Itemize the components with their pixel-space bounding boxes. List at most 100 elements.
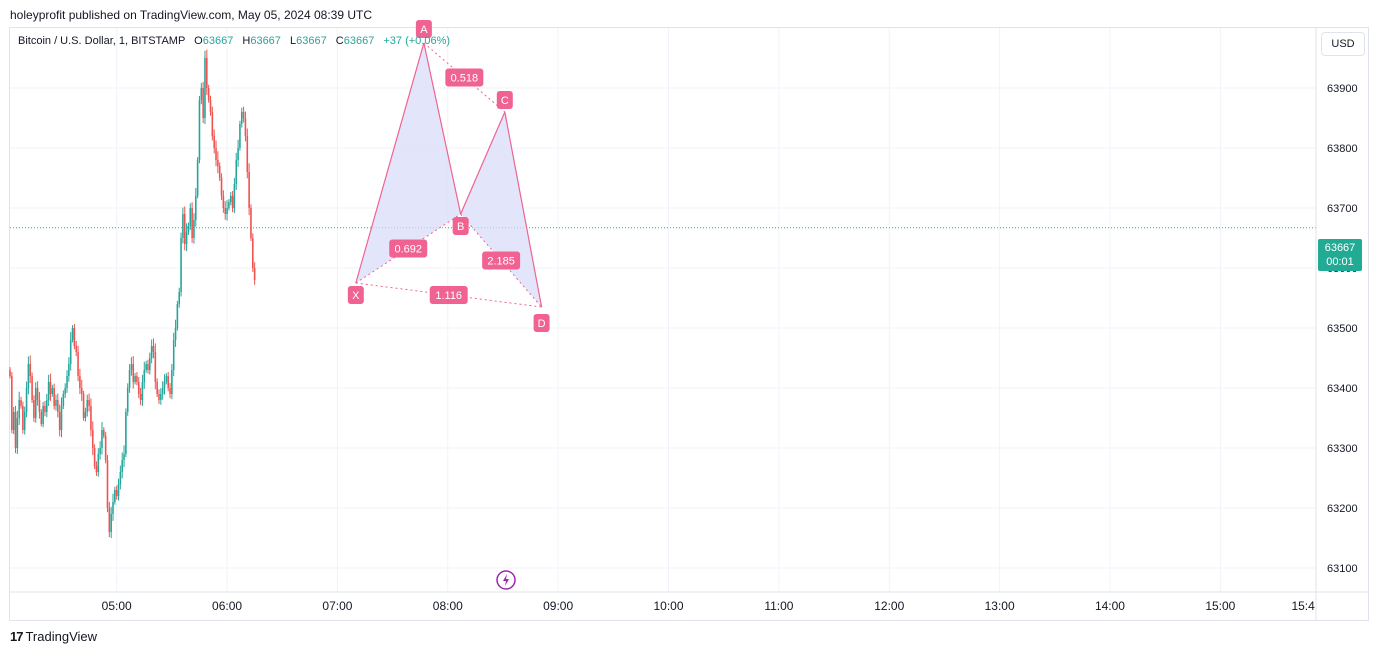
candle-body	[160, 394, 162, 400]
candle-body	[106, 460, 109, 508]
candle-body	[248, 172, 250, 208]
candle-body	[237, 148, 239, 160]
currency-button[interactable]: USD	[1321, 32, 1365, 56]
low-label: L	[289, 35, 297, 47]
candle-body	[47, 382, 50, 400]
pattern-point-box	[415, 20, 432, 38]
candles	[9, 49, 256, 538]
pattern-ratio-label: 1.116	[435, 290, 462, 302]
time-tick-label: 11:00	[764, 599, 793, 613]
time-tick-label: 10:00	[654, 599, 684, 613]
candle-body	[36, 388, 39, 400]
candle-body	[183, 214, 186, 244]
candle-body	[198, 100, 201, 160]
candle-body	[202, 88, 204, 118]
candle-body	[182, 214, 184, 238]
candle-body	[172, 340, 175, 370]
candle-body	[161, 388, 164, 394]
candle-body	[86, 400, 89, 412]
pattern-ratio-line	[355, 282, 542, 308]
pattern-point-box	[452, 217, 469, 235]
candle-body	[117, 484, 120, 496]
pattern-point-box	[533, 314, 550, 332]
pattern-point-label: B	[457, 221, 464, 233]
pattern-ratio-box	[389, 239, 428, 258]
candle-body	[136, 376, 138, 382]
candle-body	[226, 208, 228, 214]
candle-body	[147, 364, 149, 370]
candle-body	[165, 376, 168, 382]
open-label: O	[194, 35, 203, 47]
candle-body	[139, 394, 142, 400]
tradingview-logo-icon: 17	[10, 629, 24, 644]
candle-body	[40, 412, 43, 424]
pattern-leg-bc	[460, 111, 506, 215]
candle-body	[215, 148, 217, 160]
candle-body	[64, 388, 66, 394]
price-tick-label: 63200	[1327, 503, 1358, 515]
price-tick-label: 63100	[1327, 563, 1358, 575]
candle-body	[128, 370, 131, 388]
price-tick-label: 63700	[1327, 203, 1358, 215]
price-tick-label: 63400	[1327, 383, 1358, 395]
candle-body	[176, 304, 179, 328]
candle-body	[14, 412, 17, 448]
candle-body	[23, 412, 26, 430]
candle-body	[224, 208, 227, 214]
candle-body	[152, 346, 155, 352]
pattern-ratio-label: 0.518	[451, 73, 479, 85]
candle-body	[75, 346, 78, 352]
candle-body	[99, 448, 101, 454]
change-value: +37 (+0.06%)	[383, 35, 451, 47]
bar-countdown: 00:01	[1326, 256, 1354, 268]
candle-body	[206, 58, 208, 88]
candle-body	[137, 382, 140, 394]
pattern-ratio-box	[445, 68, 484, 87]
candle-body	[108, 508, 111, 532]
candle-body	[126, 388, 129, 412]
candle-body	[154, 352, 157, 382]
candle-body	[196, 160, 199, 196]
candle-body	[27, 364, 30, 388]
tradingview-logo[interactable]: 17 TradingView	[10, 629, 97, 644]
candle-body	[134, 376, 136, 382]
candle-body	[242, 112, 245, 118]
candle-body	[156, 382, 158, 394]
candle-body	[148, 358, 151, 370]
tradingview-brand: TradingView	[25, 629, 98, 644]
close-label: C	[335, 35, 344, 47]
pattern-point-label: C	[501, 95, 509, 107]
candle-body	[235, 160, 238, 184]
candle-body	[18, 400, 20, 418]
candle-body	[132, 364, 135, 382]
candle-body	[213, 136, 215, 148]
price-tick-label: 63500	[1327, 323, 1358, 335]
pattern-ratio-line	[355, 213, 461, 284]
candle-body	[233, 184, 236, 208]
price-tick-label: 63800	[1327, 143, 1358, 155]
candle-body	[141, 382, 144, 400]
candle-body	[84, 412, 87, 418]
candle-body	[163, 382, 166, 388]
open-value: 63667	[202, 35, 234, 47]
pattern-triangle-xab	[355, 43, 461, 283]
candle-body	[16, 418, 19, 448]
time-tick-label: 12:00	[874, 599, 904, 613]
candle-body	[34, 388, 37, 418]
candle-body	[93, 448, 96, 466]
close-value: 63667	[343, 35, 375, 47]
pattern-point-label: A	[420, 24, 428, 36]
candle-body	[80, 388, 83, 394]
candle-body	[169, 388, 171, 394]
candle-body	[73, 328, 76, 346]
candle-body	[123, 454, 125, 460]
candle-body	[114, 490, 116, 502]
time-tick-label: 07:00	[322, 599, 352, 613]
candle-body	[115, 490, 118, 496]
candle-body	[44, 406, 46, 412]
candle-body	[79, 376, 81, 388]
candle-body	[253, 268, 256, 280]
candle-body	[228, 202, 230, 208]
candle-body	[69, 340, 72, 364]
